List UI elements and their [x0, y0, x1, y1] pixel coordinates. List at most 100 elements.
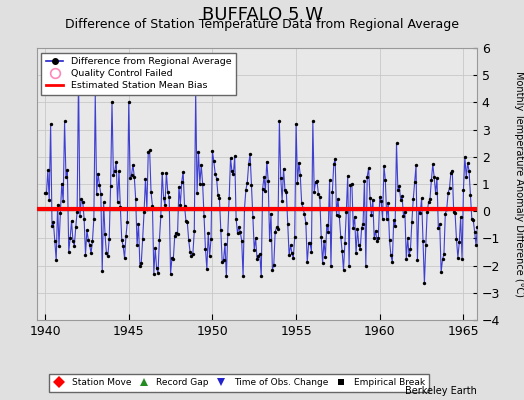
Point [459, 186, 467, 193]
Point [310, 188, 319, 195]
Point [88, 238, 96, 244]
Point [95, 182, 104, 188]
Point [85, 242, 94, 248]
Point [444, 190, 452, 196]
Point [87, 250, 95, 256]
Point [430, 174, 439, 180]
Point [140, 209, 148, 215]
Point [157, 212, 165, 219]
Text: Berkeley Earth: Berkeley Earth [405, 386, 477, 396]
Point [80, 215, 88, 222]
Point [48, 222, 56, 229]
Point [359, 221, 367, 227]
Point [47, 121, 55, 127]
Point [183, 219, 191, 226]
Point [299, 205, 307, 212]
Point [63, 167, 72, 173]
Point [182, 218, 190, 224]
Point [212, 175, 221, 182]
Point [170, 232, 179, 239]
Point [173, 231, 182, 237]
Point [159, 195, 168, 202]
Point [130, 174, 138, 180]
Point [59, 198, 68, 205]
Point [317, 234, 325, 240]
Point [314, 191, 323, 198]
Point [186, 249, 194, 255]
Point [467, 216, 476, 222]
Point [466, 192, 475, 198]
Point [100, 199, 108, 206]
Point [401, 209, 409, 215]
Point [387, 252, 395, 259]
Point [472, 242, 480, 248]
Point [228, 168, 236, 175]
Point [475, 230, 483, 236]
Point [324, 229, 332, 235]
Point [211, 170, 220, 177]
Point [60, 118, 69, 125]
Point [229, 171, 237, 178]
Point [344, 172, 352, 179]
Point [346, 182, 355, 188]
Point [263, 158, 271, 165]
Point [443, 206, 451, 213]
Point [113, 199, 122, 206]
Point [195, 180, 204, 187]
Point [340, 266, 348, 273]
Point [388, 259, 397, 265]
Point [64, 249, 73, 255]
Point [473, 224, 482, 230]
Point [366, 194, 374, 201]
Point [121, 255, 129, 262]
Point [380, 163, 388, 169]
Point [221, 241, 229, 247]
Point [52, 257, 60, 264]
Point [134, 220, 143, 227]
Point [117, 237, 126, 243]
Point [129, 162, 137, 168]
Point [224, 231, 232, 238]
Point [249, 214, 257, 220]
Point [116, 204, 125, 211]
Point [258, 186, 267, 192]
Point [383, 216, 391, 222]
Point [167, 270, 175, 277]
Point [200, 212, 208, 219]
Point [402, 256, 410, 262]
Point [433, 175, 441, 182]
Point [335, 213, 344, 220]
Point [440, 251, 448, 258]
Point [115, 168, 123, 174]
Point [105, 236, 113, 242]
Point [53, 202, 62, 208]
Point [397, 197, 405, 203]
Point [462, 174, 471, 180]
Point [236, 229, 245, 236]
Point [122, 233, 130, 240]
Point [126, 175, 134, 181]
Point [277, 175, 285, 181]
Point [294, 160, 303, 166]
Point [225, 195, 233, 201]
Point [455, 239, 463, 246]
Point [389, 217, 398, 223]
Point [197, 162, 205, 168]
Point [76, 213, 84, 220]
Point [420, 280, 429, 287]
Point [320, 238, 328, 244]
Point [172, 230, 180, 236]
Point [155, 237, 163, 243]
Point [101, 231, 109, 238]
Point [288, 250, 296, 256]
Point [419, 238, 427, 244]
Point [96, 191, 105, 197]
Point [409, 196, 418, 203]
Point [199, 181, 207, 188]
Point [146, 147, 154, 154]
Point [43, 167, 52, 174]
Point [235, 223, 243, 230]
Point [304, 240, 313, 246]
Point [250, 247, 258, 253]
Point [106, 183, 115, 189]
